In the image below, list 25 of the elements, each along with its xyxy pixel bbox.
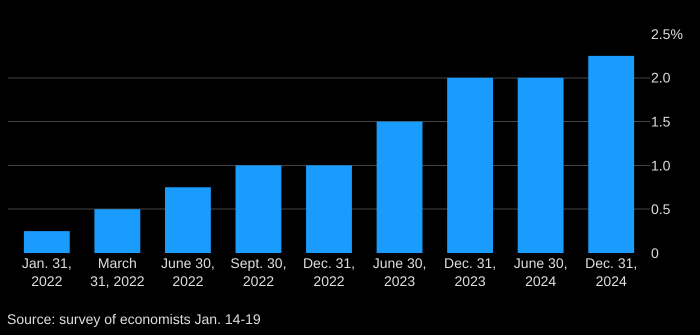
x-tick-label: Dec. 31, 2024 [585,255,638,290]
y-tick-label: 2.5% [651,26,683,42]
x-tick-label: March 31, 2022 [90,255,145,290]
source-note: Source: survey of economists Jan. 14-19 [7,311,261,327]
y-tick-label: 1.5 [651,114,671,130]
x-tick-label: Dec. 31, 2023 [444,255,496,290]
bar [24,231,70,253]
y-tick-label: 0.5 [651,201,671,218]
x-tick-label: Dec. 31, 2022 [302,255,356,290]
x-tick-label: Sept. 30, 2022 [230,255,286,290]
bar [518,78,564,253]
bar [306,165,352,253]
y-tick-label: 1.0 [651,157,671,174]
x-tick-label: Jan. 31, 2022 [22,255,72,290]
bar [94,209,140,253]
bar [376,122,422,253]
bar [588,56,634,253]
y-tick-label: 2.0 [651,70,671,86]
x-tick-label: June 30, 2024 [514,255,568,290]
x-tick-label: June 30, 2022 [161,255,215,290]
bar [236,165,282,253]
x-tick-label: June 30, 2023 [372,255,426,290]
bar [447,78,494,253]
y-tick-label: 0 [651,244,659,261]
bar [164,187,211,253]
